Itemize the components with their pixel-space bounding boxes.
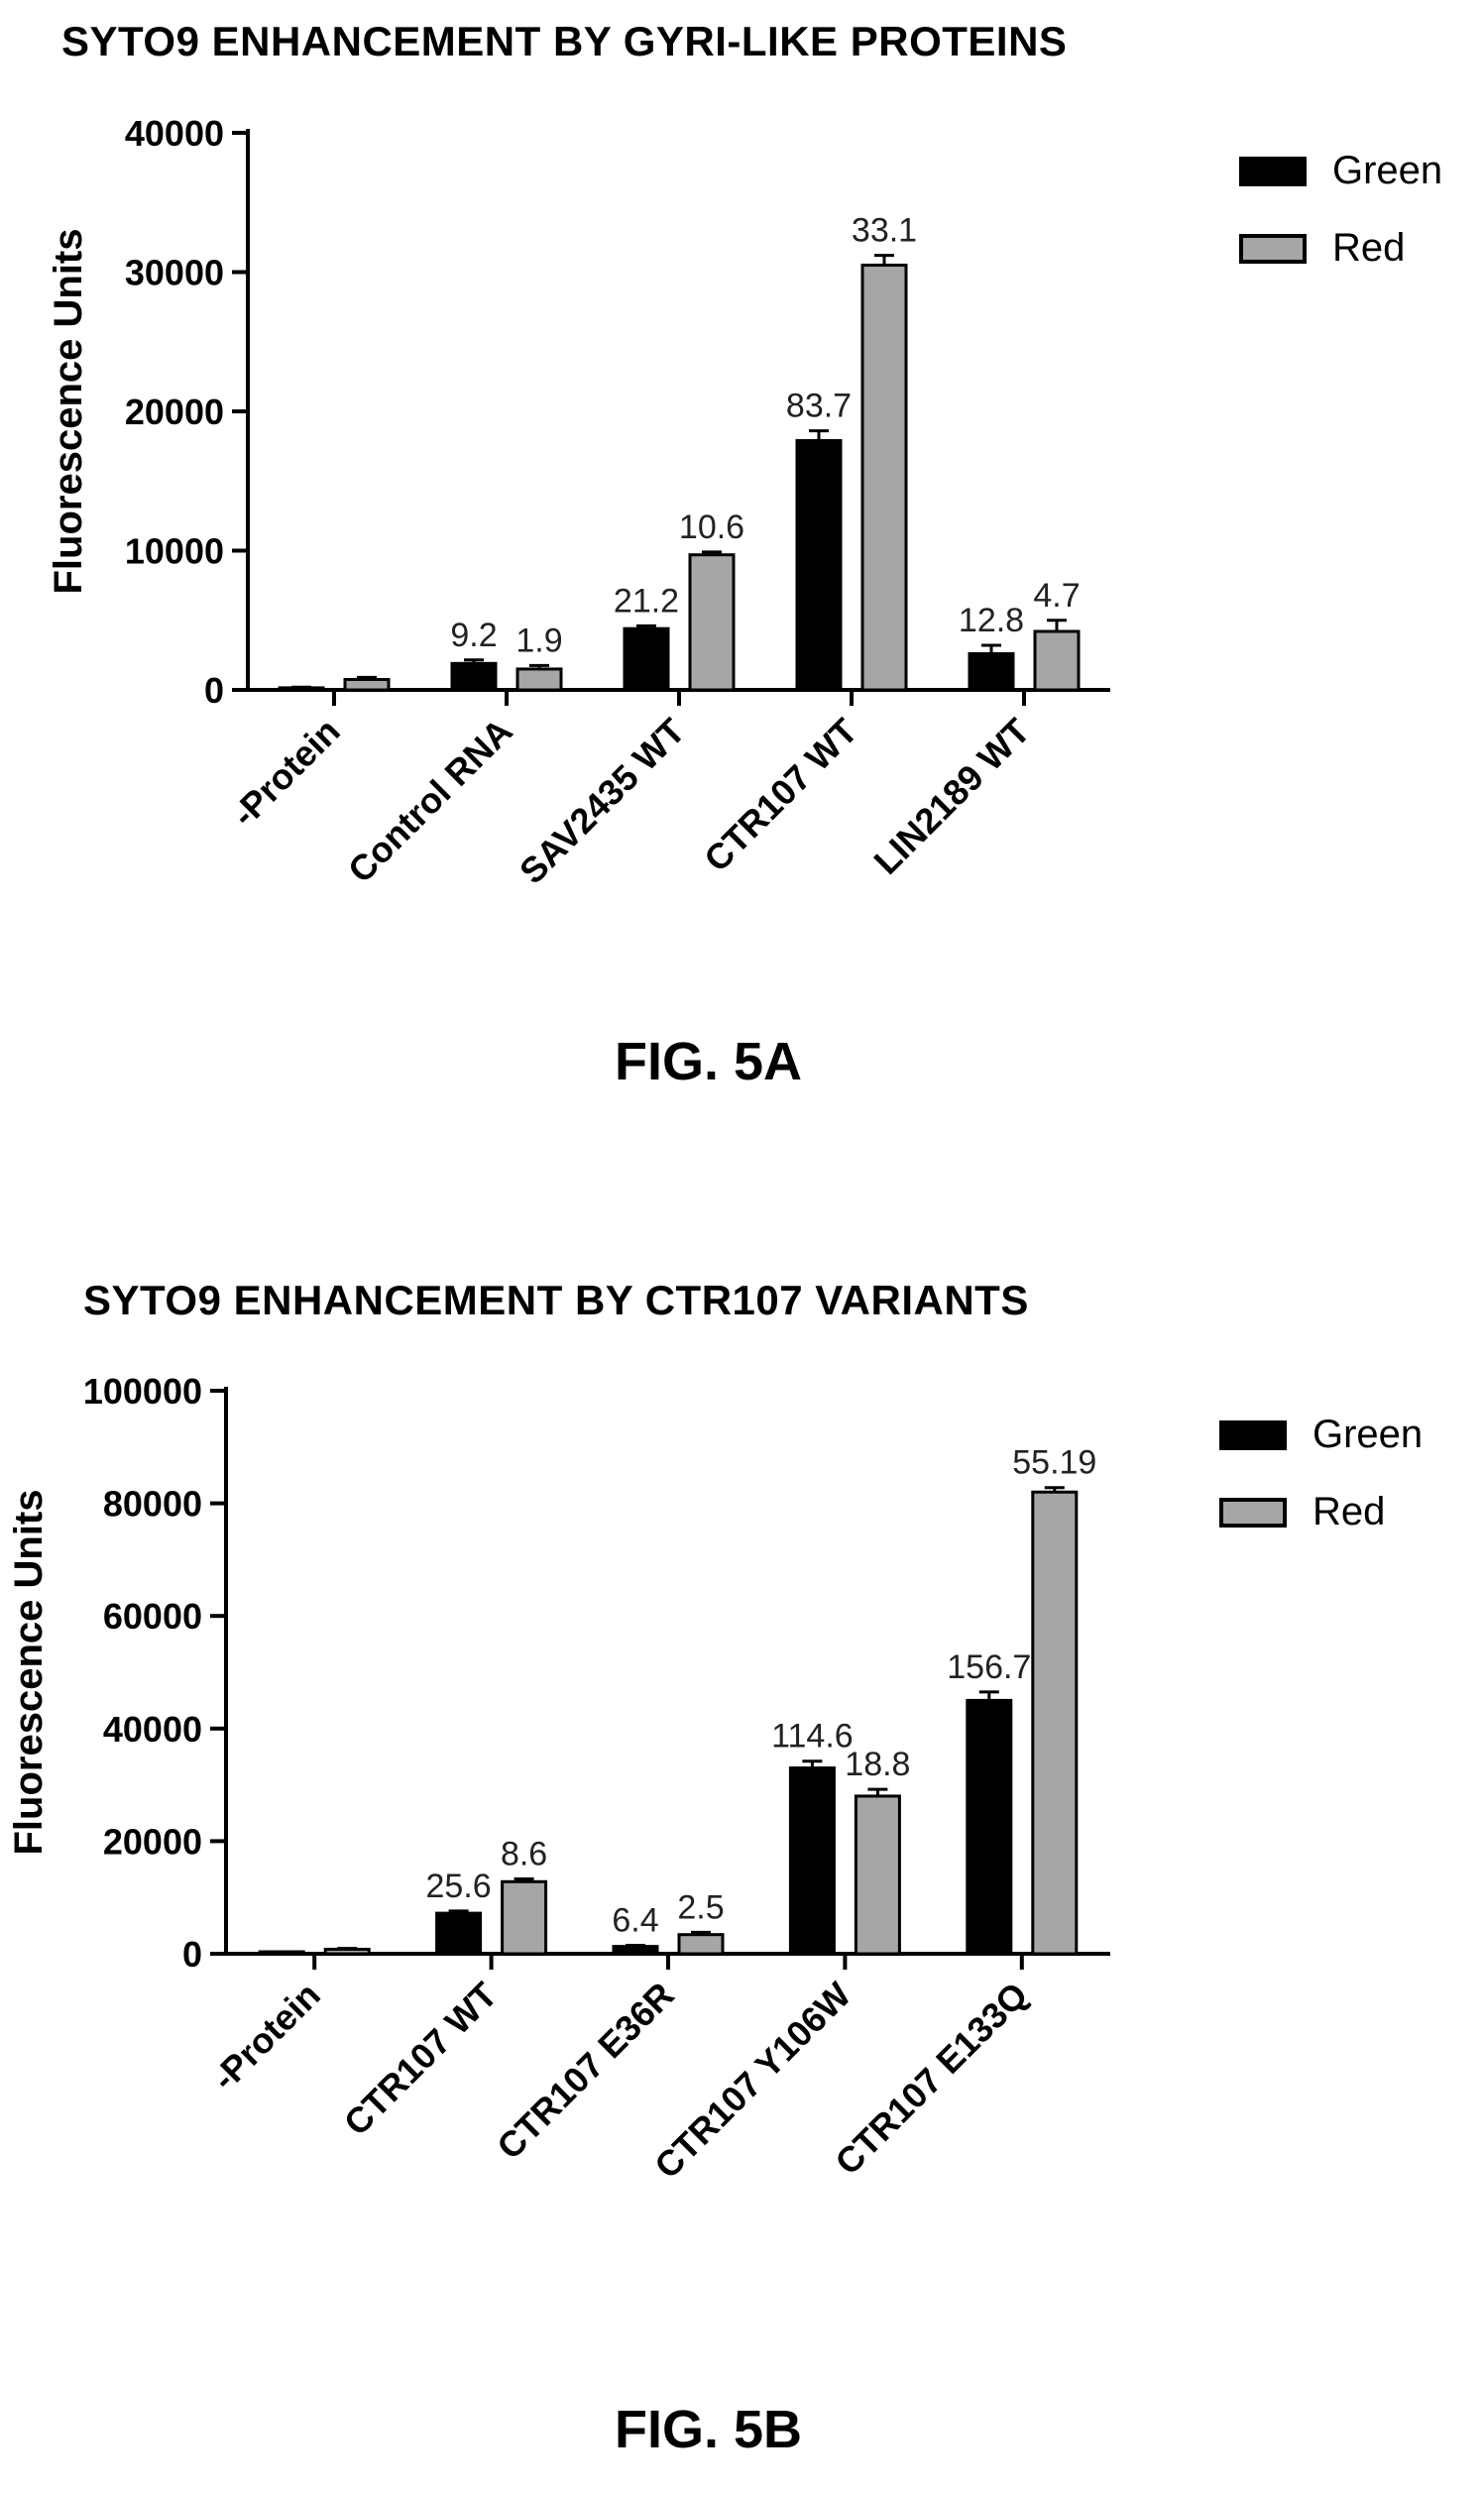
data-label: 114.6 [771,1718,854,1756]
bar-red [688,553,736,692]
data-label: 8.6 [501,1835,547,1872]
legend-item-green: Green [1239,149,1442,193]
data-label: 9.2 [450,617,497,654]
bar-red [1031,1490,1079,1956]
bar-red [1033,629,1081,692]
bar-red [343,677,391,692]
x-tick-label: -Protein [223,711,347,835]
data-label: 33.1 [852,212,917,250]
y-axis-label: Fluorescence Units [47,228,90,594]
bar-red [677,1933,725,1956]
data-label: 2.5 [677,1888,724,1926]
y-tick-label: 40000 [103,1709,202,1750]
data-label: 6.4 [612,1901,658,1939]
y-tick-label: 20000 [125,392,224,432]
x-tick-label: CTR107 E36R [489,1975,682,2168]
data-label: 1.9 [515,622,562,659]
x-tick-label: LIN2189 WT [865,711,1037,882]
data-label: 55.19 [1012,1444,1096,1482]
x-tick-label: -Protein [204,1975,328,2098]
bar-red [854,1794,901,1956]
legend-swatch-red [1219,1497,1287,1528]
data-label: 4.7 [1033,577,1080,615]
legend-label-green: Green [1313,1413,1424,1456]
data-label: 10.6 [679,509,744,546]
bar-green [623,626,670,692]
bar-red [501,1879,548,1956]
y-tick-label: 100000 [83,1371,202,1412]
y-axis-label: Fluorescence Units [7,1489,51,1855]
bar-chart-5b: 0 20000 40000 60000 80000 100000 Fluorescence … [7,1371,1110,2187]
bar-chart-5a: 0 10000 20000 30000 40000 Fluorescence Units -… [47,113,1110,892]
legend-swatch-green [1239,156,1307,186]
y-tick-label: 10000 [125,531,224,572]
bar-green [435,1911,483,1956]
y-tick-label: 60000 [103,1596,202,1637]
bar-green [966,1698,1013,1956]
y-tick-label: 0 [204,670,224,711]
y-tick-label: 40000 [125,113,224,154]
bar-red [323,1947,371,1956]
legend-label-green: Green [1332,149,1443,192]
bar-red [860,263,908,692]
bar-green [788,1766,836,1956]
chart-title: SYTO9 ENHANCEMENT BY GYRI-LIKE PROTEINS [61,18,1068,64]
bar-green [795,439,843,692]
bar-red [515,667,563,692]
y-tick-label: 20000 [103,1821,202,1862]
y-tick-label: 0 [182,1934,202,1975]
x-tick-label: CTR107 WT [696,711,864,879]
data-label: 21.2 [614,582,679,620]
y-tick-label: 30000 [125,253,224,293]
bar-green [968,651,1015,692]
legend-swatch-red [1239,233,1307,264]
legend-item-red: Red [1239,226,1405,271]
legend-label-red: Red [1313,1490,1386,1533]
x-tick-label: CTR107 E133Q [827,1975,1035,2183]
data-label: 12.8 [959,602,1024,639]
bar-green [450,661,498,692]
legend-item-red: Red [1219,1490,1385,1534]
legend-swatch-green [1219,1419,1287,1450]
chart-title: SYTO9 ENHANCEMENT BY CTR107 VARIANTS [83,1277,1029,1323]
data-label: 83.7 [786,388,852,425]
x-tick-label: SAV2435 WT [512,711,693,892]
figure-caption: FIG. 5B [615,2400,803,2459]
x-tick-label: Control RNA [340,711,520,891]
figure-caption: FIG. 5A [615,1032,803,1091]
bar-green [258,1950,305,1956]
data-label: 25.6 [426,1868,492,1905]
y-tick-label: 80000 [103,1484,202,1525]
bar-green [612,1945,659,1956]
legend-label-red: Red [1332,226,1406,270]
data-label: 18.8 [845,1746,910,1783]
x-tick-label: CTR107 WT [336,1975,505,2143]
data-label: 156.7 [947,1648,1031,1686]
legend-item-green: Green [1219,1413,1423,1457]
